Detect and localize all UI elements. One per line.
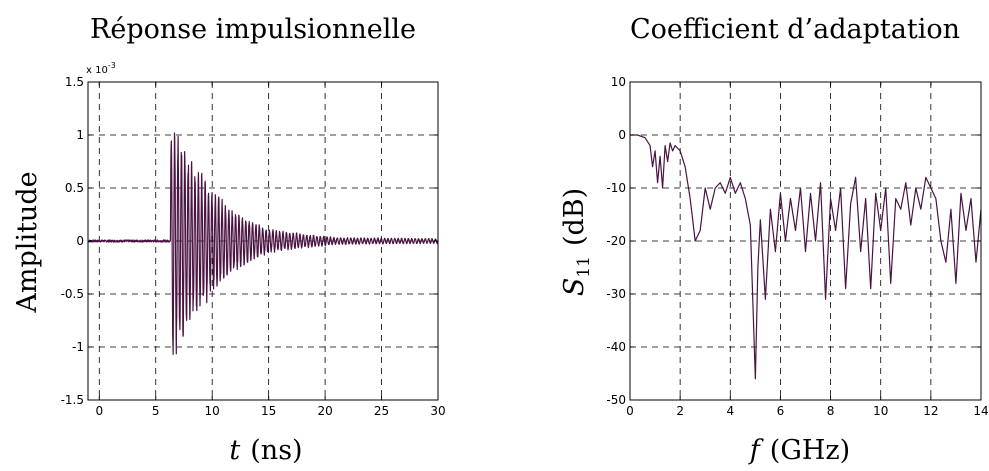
right-y-axis-label: S11(dB) xyxy=(559,188,594,296)
left-y-axis-label: Amplitude xyxy=(12,171,43,313)
right-ytick-label: -30 xyxy=(606,287,626,301)
right-ytick-label: -40 xyxy=(606,340,626,354)
left-ytick-label: 0 xyxy=(76,234,84,248)
left-series-path xyxy=(87,132,439,355)
left-ytick-label: 0.5 xyxy=(65,181,84,195)
right-ticks: 0 2 4 6 8 10 12 14 -50 -40 -30 -20 -10 0 10 xyxy=(606,75,988,418)
right-series-path xyxy=(630,134,982,380)
return-loss-chart: Coefficient d’adaptation 0 2 4 6 8 10 12 14 -50 -… xyxy=(559,14,989,466)
right-ytick-label: -20 xyxy=(606,234,626,248)
right-series-line xyxy=(630,134,982,380)
left-chart-title: Réponse impulsionnelle xyxy=(90,14,416,45)
right-xtick-label: 0 xyxy=(626,404,634,418)
right-ytick-label: -50 xyxy=(606,393,626,407)
left-xtick-label: 20 xyxy=(317,404,332,418)
left-xtick-label: 25 xyxy=(374,404,389,418)
right-xtick-label: 2 xyxy=(676,404,684,418)
left-xtick-label: 15 xyxy=(261,404,276,418)
left-series-line xyxy=(87,132,439,355)
right-xtick-label: 12 xyxy=(923,404,938,418)
left-exponent-label: x 10-3 xyxy=(86,61,116,76)
right-ytick-label: 0 xyxy=(618,128,626,142)
left-xtick-label: 30 xyxy=(430,404,445,418)
left-xtick-label: 0 xyxy=(95,404,103,418)
left-ticks: 0 5 10 15 20 25 30 -1.5 -1 -0.5 0 0.5 1 1.5 xyxy=(61,75,446,418)
right-ytick-label: -10 xyxy=(606,181,626,195)
impulse-response-chart: Réponse impulsionnelle 0 5 10 15 20 25 30-1.5-… xyxy=(12,14,446,466)
right-xtick-label: 10 xyxy=(873,404,888,418)
left-ytick-label: -1.5 xyxy=(61,393,84,407)
right-chart-title: Coefficient d’adaptation xyxy=(630,14,960,45)
right-xtick-label: 4 xyxy=(726,404,734,418)
right-grid xyxy=(630,82,981,400)
right-x-axis-label: f (GHz) xyxy=(748,435,850,466)
left-xtick-label: 5 xyxy=(152,404,160,418)
left-xtick-label: 10 xyxy=(205,404,220,418)
left-exponent-power: -3 xyxy=(108,61,116,70)
left-ytick-label: -0.5 xyxy=(61,287,84,301)
right-xtick-label: 6 xyxy=(777,404,785,418)
left-ytick-label: -1 xyxy=(72,340,84,354)
left-x-axis-label: t (ns) xyxy=(229,435,302,466)
right-xtick-label: 8 xyxy=(827,404,835,418)
left-ytick-label: 1.5 xyxy=(65,75,84,89)
right-xtick-label: 14 xyxy=(973,404,988,418)
right-ytick-label: 10 xyxy=(611,75,626,89)
left-ytick-label: 1 xyxy=(76,128,84,142)
